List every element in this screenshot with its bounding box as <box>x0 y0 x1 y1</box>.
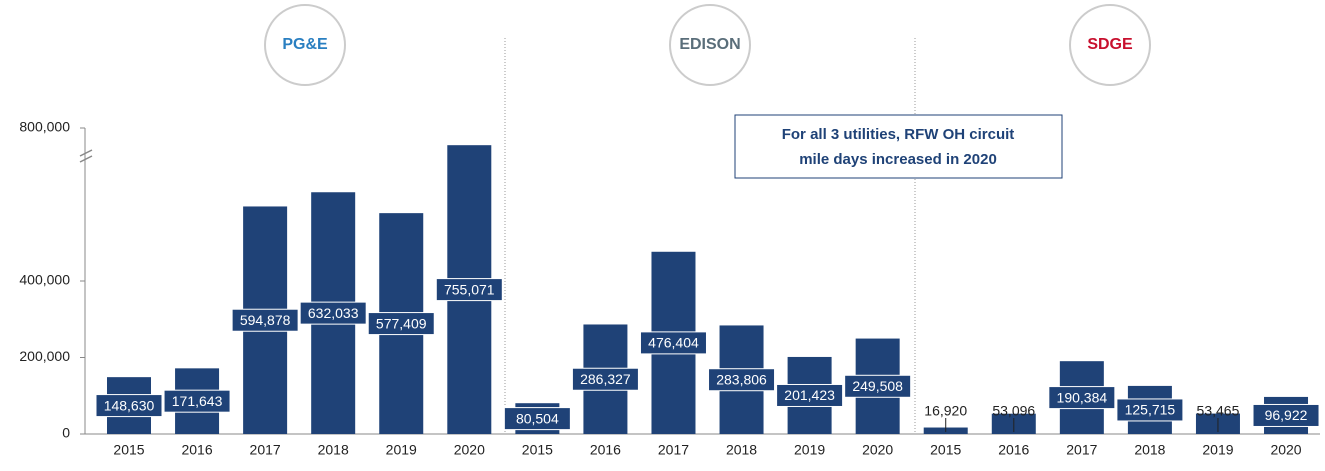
value-label-box <box>163 389 231 413</box>
x-tick-label: 2017 <box>658 442 689 458</box>
value-label: 249,508 <box>852 378 903 394</box>
logo: SDGE <box>1087 36 1133 53</box>
value-label: 171,643 <box>172 393 223 409</box>
y-tick-label: 800,000 <box>19 119 70 135</box>
x-tick-label: 2015 <box>522 442 553 458</box>
axis-break <box>79 155 93 163</box>
logo-circle <box>264 4 346 86</box>
x-tick-label: 2019 <box>386 442 417 458</box>
logo: EDISON <box>679 36 740 53</box>
value-label: 53,465 <box>1197 403 1240 419</box>
x-tick-label: 2020 <box>1270 442 1301 458</box>
x-tick-label: 2017 <box>1066 442 1097 458</box>
value-label-box <box>503 407 571 431</box>
x-tick-label: 2016 <box>590 442 621 458</box>
value-label: 190,384 <box>1057 389 1108 405</box>
value-label-box <box>299 301 367 325</box>
value-label: 201,423 <box>784 387 835 403</box>
value-label-box <box>571 367 639 391</box>
x-tick-label: 2017 <box>250 442 281 458</box>
axis-break <box>79 149 93 157</box>
value-label-box <box>435 278 503 302</box>
value-label: 632,033 <box>308 305 359 321</box>
value-label: 286,327 <box>580 371 631 387</box>
value-label: 96,922 <box>1265 407 1308 423</box>
value-label-box <box>1048 386 1116 410</box>
value-label-box <box>639 331 707 355</box>
y-tick-label: 400,000 <box>19 272 70 288</box>
annotation: For all 3 utilities, RFW OH circuit <box>782 126 1015 143</box>
annotation-box <box>734 114 1063 179</box>
value-label: 80,504 <box>516 410 559 426</box>
logo: PG&E <box>282 36 328 53</box>
x-tick-label: 2018 <box>1134 442 1165 458</box>
value-label: 476,404 <box>648 335 699 351</box>
x-tick-label: 2015 <box>113 442 144 458</box>
value-label: 755,071 <box>444 281 495 297</box>
x-tick-label: 2018 <box>726 442 757 458</box>
x-tick-label: 2016 <box>998 442 1029 458</box>
x-tick-label: 2020 <box>862 442 893 458</box>
value-label-box <box>1252 403 1320 427</box>
logo-circle <box>669 4 751 86</box>
x-tick-label: 2016 <box>181 442 212 458</box>
value-label: 16,920 <box>924 403 967 419</box>
x-tick-label: 2015 <box>930 442 961 458</box>
value-label-box <box>95 394 163 418</box>
value-label-box <box>1116 398 1184 422</box>
value-label-box <box>844 374 912 398</box>
value-label: 125,715 <box>1125 402 1176 418</box>
value-label-box <box>708 368 776 392</box>
y-tick-label: 0 <box>62 425 70 441</box>
value-label: 148,630 <box>104 397 155 413</box>
value-label-box <box>231 308 299 332</box>
value-label: 53,096 <box>992 403 1035 419</box>
value-label: 594,878 <box>240 312 291 328</box>
value-label-box <box>776 383 844 407</box>
x-tick-label: 2019 <box>794 442 825 458</box>
logo-circle <box>1069 4 1151 86</box>
x-tick-label: 2018 <box>318 442 349 458</box>
y-tick-label: 200,000 <box>19 348 70 364</box>
x-tick-label: 2019 <box>1202 442 1233 458</box>
value-label: 283,806 <box>716 371 767 387</box>
value-label: 577,409 <box>376 315 427 331</box>
x-tick-label: 2020 <box>454 442 485 458</box>
annotation: mile days increased in 2020 <box>799 151 997 168</box>
value-label-box <box>367 312 435 336</box>
